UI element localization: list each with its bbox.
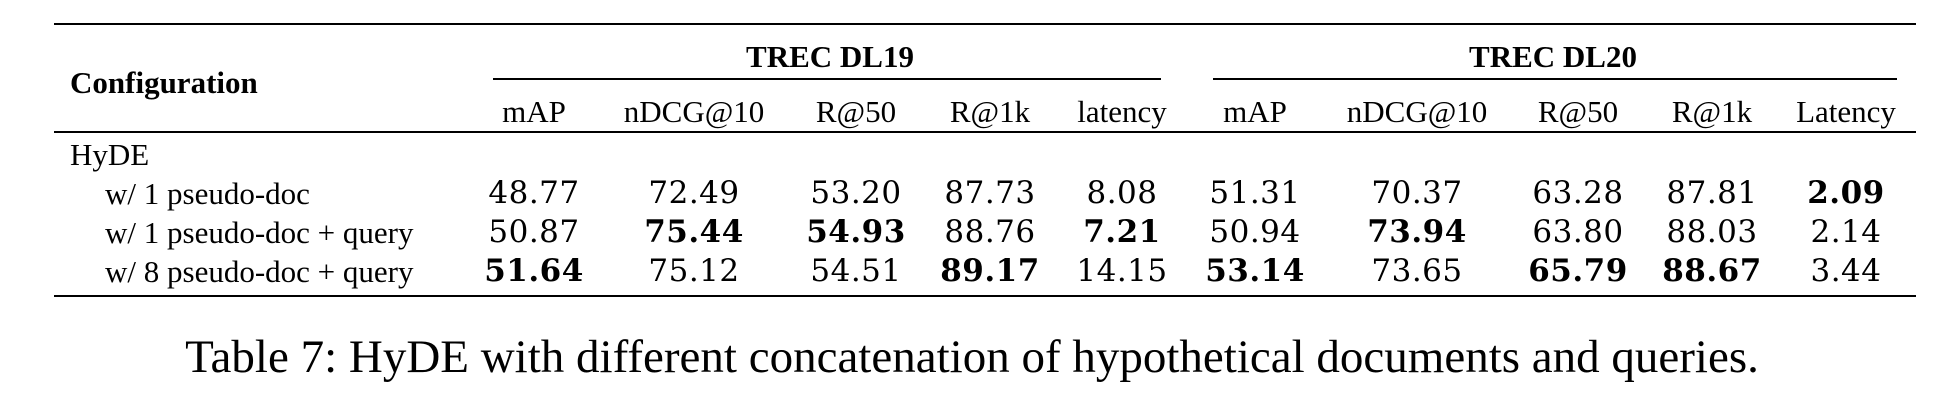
table-cell: 89.17 [940,253,1040,289]
table-cell: 50.94 [1209,214,1301,250]
row-label: w/ 1 pseudo-doc + query [105,215,414,250]
table-cell: 2.09 [1807,175,1885,211]
table-cell: 88.67 [1662,253,1762,289]
group-header-dl20: TREC DL20 [1469,39,1637,74]
table-cell: 75.12 [648,253,740,289]
table-bottom-rule [54,295,1916,297]
section-label-hyde: HyDE [70,137,150,172]
table-cell: 8.08 [1086,175,1158,211]
table-caption: Table 7: HyDE with different concatenati… [185,331,1759,383]
table-cell: 50.87 [488,214,580,250]
results-table: Configuration TREC DL19 TREC DL20 mAP nD… [54,23,1916,297]
table-cell: 7.21 [1083,214,1161,250]
table-cell: 65.79 [1528,253,1628,289]
col-header-dl20-r50: R@50 [1537,94,1619,129]
table-cell: 14.15 [1076,253,1168,289]
table-cell: 73.65 [1371,253,1463,289]
table-cell: 53.20 [810,175,902,211]
table-cell: 88.76 [944,214,1036,250]
table-cell: 48.77 [488,175,580,211]
group-underline-dl20 [1213,78,1897,80]
table-cell: 51.64 [484,253,584,289]
row-label: w/ 8 pseudo-doc + query [105,254,414,289]
col-header-dl20-map: mAP [1223,94,1287,129]
col-header-dl19-latency: latency [1077,94,1167,129]
col-header-dl19-r1k: R@1k [949,94,1031,129]
table-cell: 88.03 [1666,214,1758,250]
group-underline-dl19 [493,78,1161,80]
col-header-dl20-ndcg10: nDCG@10 [1346,94,1488,129]
table-cell: 54.51 [810,253,902,289]
table-cell: 73.94 [1367,214,1467,250]
row-label: w/ 1 pseudo-doc [105,176,310,211]
table-cell: 63.28 [1532,175,1624,211]
col-header-dl19-r50: R@50 [815,94,897,129]
col-header-dl20-r1k: R@1k [1671,94,1753,129]
group-header-dl19: TREC DL19 [746,39,914,74]
configuration-header: Configuration [70,65,258,100]
table-cell: 63.80 [1532,214,1624,250]
col-header-dl19-ndcg10: nDCG@10 [623,94,765,129]
table-top-rule [54,23,1916,25]
table-cell: 75.44 [644,214,744,250]
table-cell: 70.37 [1371,175,1463,211]
table-cell: 2.14 [1810,214,1882,250]
table-cell: 87.73 [944,175,1036,211]
table-cell: 54.93 [806,214,906,250]
table-header-rule [54,131,1916,133]
table-cell: 51.31 [1209,175,1301,211]
table-cell: 3.44 [1810,253,1882,289]
table-cell: 87.81 [1666,175,1758,211]
col-header-dl19-map: mAP [502,94,566,129]
col-header-dl20-latency: Latency [1796,94,1896,129]
table-cell: 72.49 [648,175,740,211]
table-cell: 53.14 [1205,253,1305,289]
